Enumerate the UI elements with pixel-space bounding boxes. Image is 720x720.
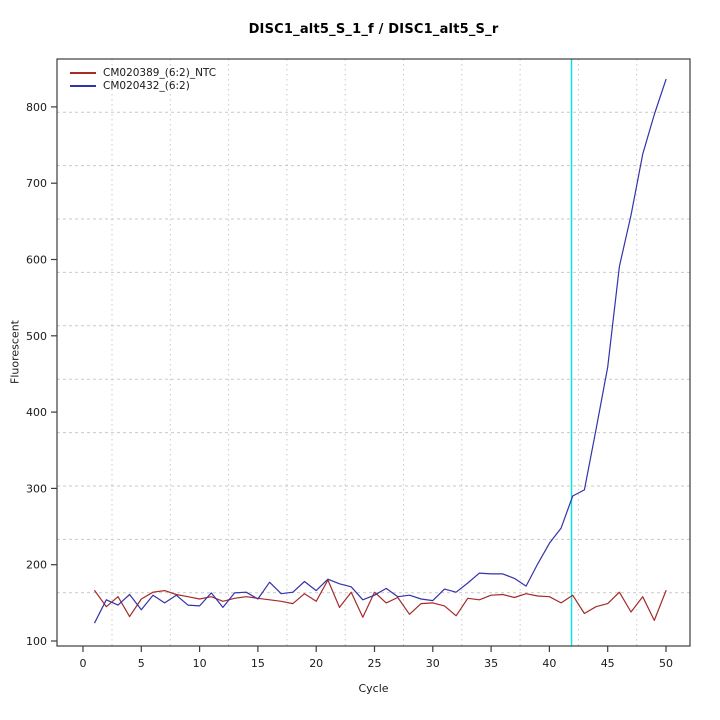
y-tick-label: 200 bbox=[26, 559, 47, 572]
x-tick-label: 10 bbox=[193, 657, 207, 670]
x-tick-label: 20 bbox=[309, 657, 323, 670]
x-tick-label: 50 bbox=[659, 657, 673, 670]
y-axis-label: Fluorescent bbox=[8, 320, 22, 384]
series-line-swatch-blue bbox=[70, 84, 96, 87]
x-tick-label: 25 bbox=[368, 657, 382, 670]
legend: CM020389_(6:2)_NTC CM020432_(6:2) bbox=[70, 66, 216, 92]
x-tick-label: 15 bbox=[251, 657, 265, 670]
y-tick-label: 600 bbox=[26, 254, 47, 267]
series-line-swatch-red bbox=[70, 71, 96, 74]
x-axis-label: Cycle bbox=[358, 682, 389, 695]
y-tick-label: 800 bbox=[26, 101, 47, 114]
legend-item: CM020432_(6:2) bbox=[70, 79, 216, 92]
y-tick-label: 400 bbox=[26, 406, 47, 419]
x-tick-label: 35 bbox=[484, 657, 498, 670]
plot-frame bbox=[56, 58, 691, 647]
x-tick-label: 45 bbox=[601, 657, 615, 670]
x-tick-label: 5 bbox=[138, 657, 145, 670]
y-tick-label: 500 bbox=[26, 330, 47, 343]
y-tick-label: 700 bbox=[26, 177, 47, 190]
x-tick-label: 0 bbox=[80, 657, 87, 670]
x-tick-label: 30 bbox=[426, 657, 440, 670]
y-tick-label: 100 bbox=[26, 635, 47, 648]
y-tick-label: 300 bbox=[26, 482, 47, 495]
x-tick-label: 40 bbox=[542, 657, 556, 670]
series-line-0 bbox=[94, 579, 667, 622]
chart-title: DISC1_alt5_S_1_f / DISC1_alt5_S_r bbox=[248, 22, 499, 37]
legend-item: CM020389_(6:2)_NTC bbox=[70, 66, 216, 79]
legend-label-ntc: CM020389_(6:2)_NTC bbox=[103, 66, 217, 79]
legend-label-sample: CM020432_(6:2) bbox=[103, 79, 190, 92]
series-line-1 bbox=[94, 78, 667, 624]
